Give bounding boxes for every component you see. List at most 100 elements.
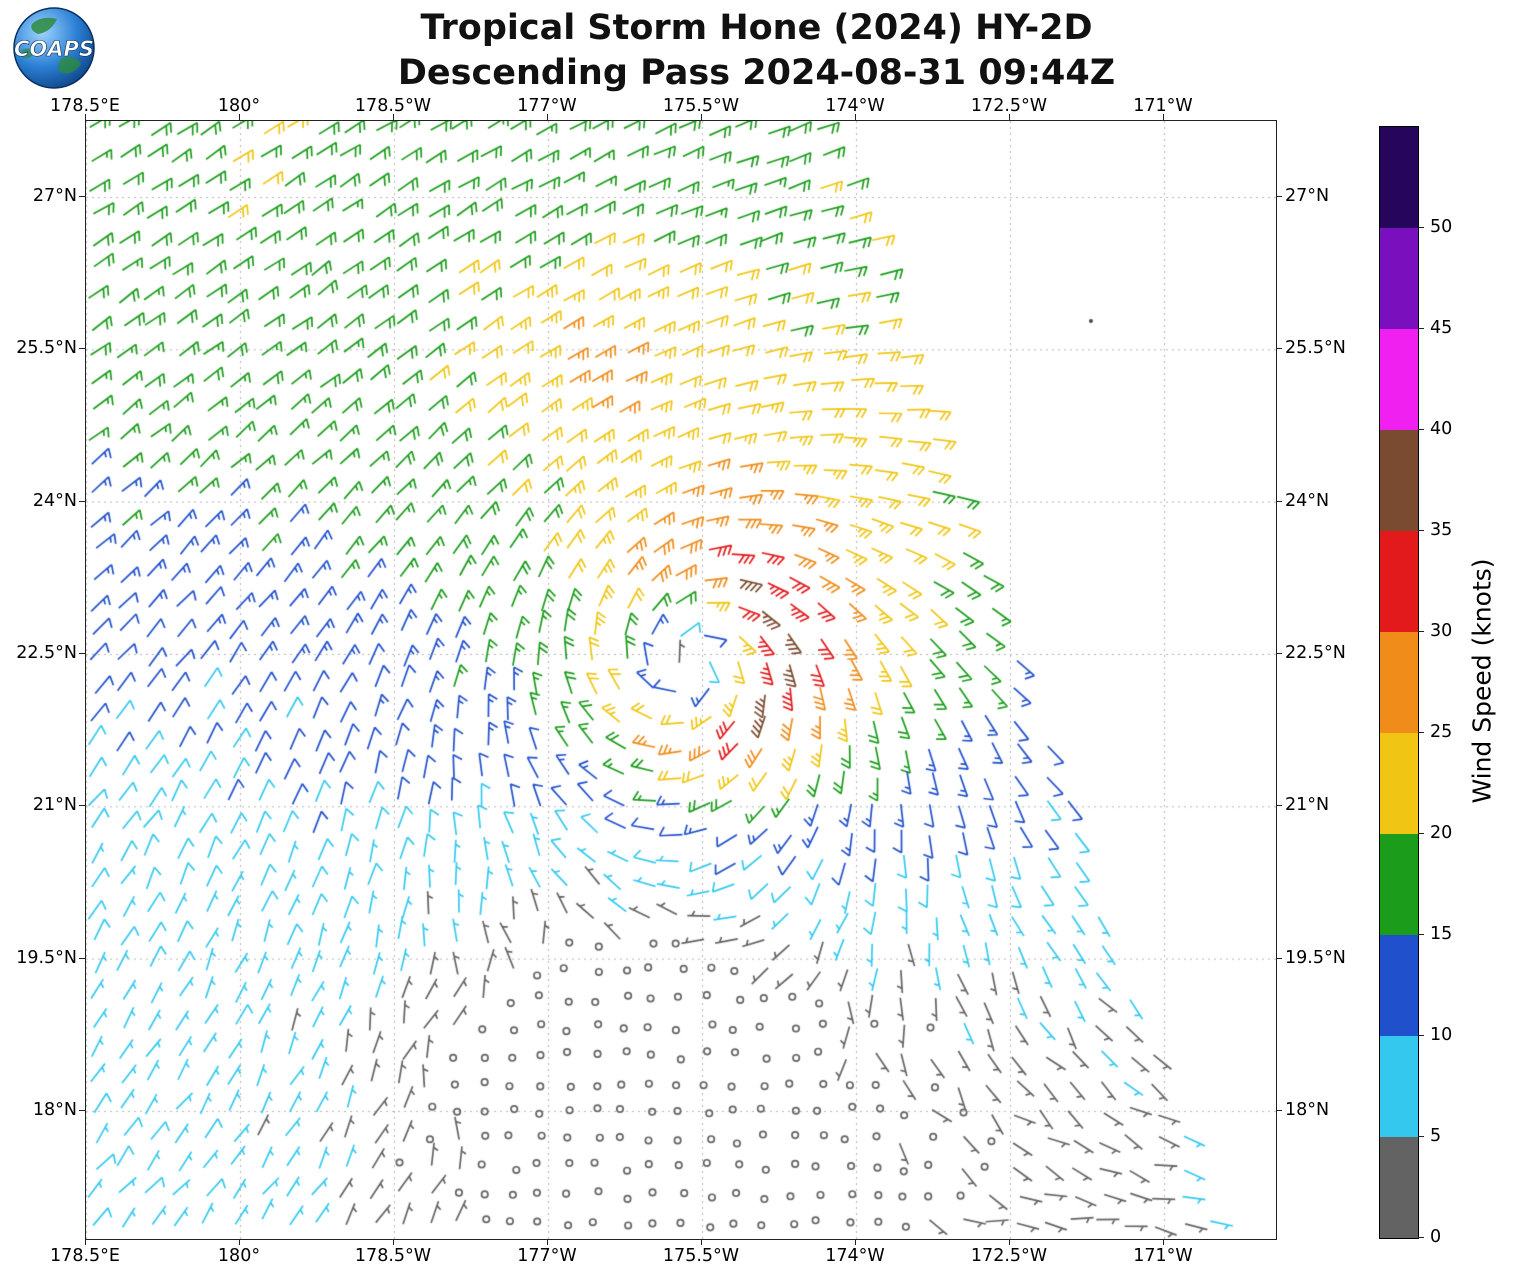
x-tick-bottom-4: 175.5°W [662,1246,740,1264]
y-tick-left-2: 24°N [32,490,77,511]
colorbar-segment-5-10 [1380,1036,1418,1137]
axis-tick-mark [547,1239,548,1245]
y-tick-left-1: 25.5°N [16,338,77,359]
axis-tick-mark [79,805,85,807]
y-tick-left-6: 18°N [32,1099,77,1120]
colorbar-tick-mark [1418,429,1424,430]
colorbar-segment-10-15 [1380,935,1418,1036]
title-line-2: Descending Pass 2024-08-31 09:44Z [397,53,1116,93]
title-line-1: Tropical Storm Hone (2024) HY-2D [420,8,1093,48]
colorbar-segment-25-30 [1380,632,1418,733]
colorbar-tick-mark [1418,631,1424,632]
coaps-logo-globe: COAPS [13,7,95,89]
x-tick-bottom-7: 171°W [1133,1246,1193,1264]
coaps-logo: COAPS [12,6,96,90]
colorbar-segment-15-20 [1380,834,1418,935]
axis-tick-mark [1163,114,1164,120]
y-tick-right-3: 22.5°N [1285,642,1346,663]
colorbar-tick-mark [1418,1136,1424,1137]
y-tick-right-6: 18°N [1285,1099,1330,1120]
axis-tick-mark [1276,1109,1282,1111]
axis-tick-mark [1276,196,1282,197]
x-tick-top-3: 177°W [517,96,577,116]
y-tick-right-4: 21°N [1285,795,1330,816]
colorbar-label: Wind Speed (knots) [1467,558,1497,804]
colorbar-tick-45: 45 [1430,318,1453,338]
axis-tick-mark [1276,500,1282,502]
axis-tick-mark [79,957,85,959]
colorbar-tick-20: 20 [1430,823,1453,843]
axis-tick-mark [701,114,702,120]
axis-tick-mark [239,1239,240,1245]
axis-tick-mark [393,1239,394,1245]
colorbar-tick-mark [1418,328,1424,329]
y-tick-left-3: 22.5°N [16,642,77,663]
y-tick-right-2: 24°N [1285,490,1330,511]
x-tick-top-5: 174°W [825,96,885,116]
colorbar [1379,126,1419,1239]
colorbar-segment-45-50 [1380,228,1418,329]
colorbar-tick-mark [1418,732,1424,733]
colorbar-tick-35: 35 [1430,520,1453,540]
axis-tick-mark [1276,805,1282,807]
axis-tick-mark [239,114,240,120]
y-tick-left-4: 21°N [32,795,77,816]
colorbar-tick-30: 30 [1430,621,1453,641]
coaps-logo-text: COAPS [14,37,94,61]
x-tick-bottom-2: 178.5°W [354,1246,432,1264]
x-tick-bottom-1: 180° [217,1246,261,1264]
axis-tick-mark [1276,652,1282,654]
colorbar-tick-0: 0 [1430,1227,1442,1247]
x-tick-top-0: 178.5°E [50,96,120,116]
axis-tick-mark [79,500,85,502]
figure-title: Tropical Storm Hone (2024) HY-2D Descend… [0,6,1513,96]
colorbar-tick-40: 40 [1430,419,1453,439]
axis-tick-mark [1276,957,1282,959]
colorbar-tick-25: 25 [1430,722,1453,742]
colorbar-tick-10: 10 [1430,1025,1453,1045]
axis-tick-mark [1163,1239,1164,1245]
axis-tick-mark [393,114,394,120]
axis-tick-mark [855,114,856,120]
x-tick-bottom-0: 178.5°E [50,1246,120,1264]
axis-tick-mark [547,114,548,120]
x-tick-bottom-5: 174°W [825,1246,885,1264]
colorbar-tick-5: 5 [1430,1126,1442,1146]
colorbar-tick-mark [1418,530,1424,531]
x-tick-top-1: 180° [217,96,261,116]
axis-tick-mark [85,1239,86,1245]
colorbar-tick-mark [1418,227,1424,228]
x-tick-top-6: 172.5°W [970,96,1048,116]
axis-tick-mark [1276,348,1282,350]
axis-tick-mark [79,652,85,654]
axis-tick-mark [79,348,85,350]
colorbar-tick-mark [1418,1237,1424,1238]
wind-barb-canvas [86,121,1276,1239]
colorbar-segment-40-45 [1380,329,1418,430]
x-tick-bottom-3: 177°W [517,1246,577,1264]
axis-tick-mark [855,1239,856,1245]
y-tick-right-5: 19.5°N [1285,947,1346,968]
colorbar-segment-0-5 [1380,1137,1418,1238]
y-tick-right-0: 27°N [1285,186,1330,206]
axis-tick-mark [79,196,85,197]
colorbar-segment-50+ [1380,127,1418,228]
colorbar-tick-mark [1418,934,1424,935]
axis-tick-mark [701,1239,702,1245]
colorbar-tick-15: 15 [1430,924,1453,944]
colorbar-segment-35-40 [1380,430,1418,531]
colorbar-segment-30-35 [1380,531,1418,632]
y-tick-right-1: 25.5°N [1285,338,1346,359]
axis-tick-mark [79,1109,85,1111]
colorbar-tick-mark [1418,1035,1424,1036]
x-tick-top-2: 178.5°W [354,96,432,116]
colorbar-tick-mark [1418,833,1424,834]
colorbar-tick-50: 50 [1430,217,1453,237]
x-tick-top-4: 175.5°W [662,96,740,116]
map-plot-area [85,120,1277,1240]
axis-tick-mark [1009,1239,1010,1245]
colorbar-segment-20-25 [1380,733,1418,834]
axis-tick-mark [85,114,86,120]
axis-tick-mark [1009,114,1010,120]
y-tick-left-0: 27°N [32,186,77,206]
